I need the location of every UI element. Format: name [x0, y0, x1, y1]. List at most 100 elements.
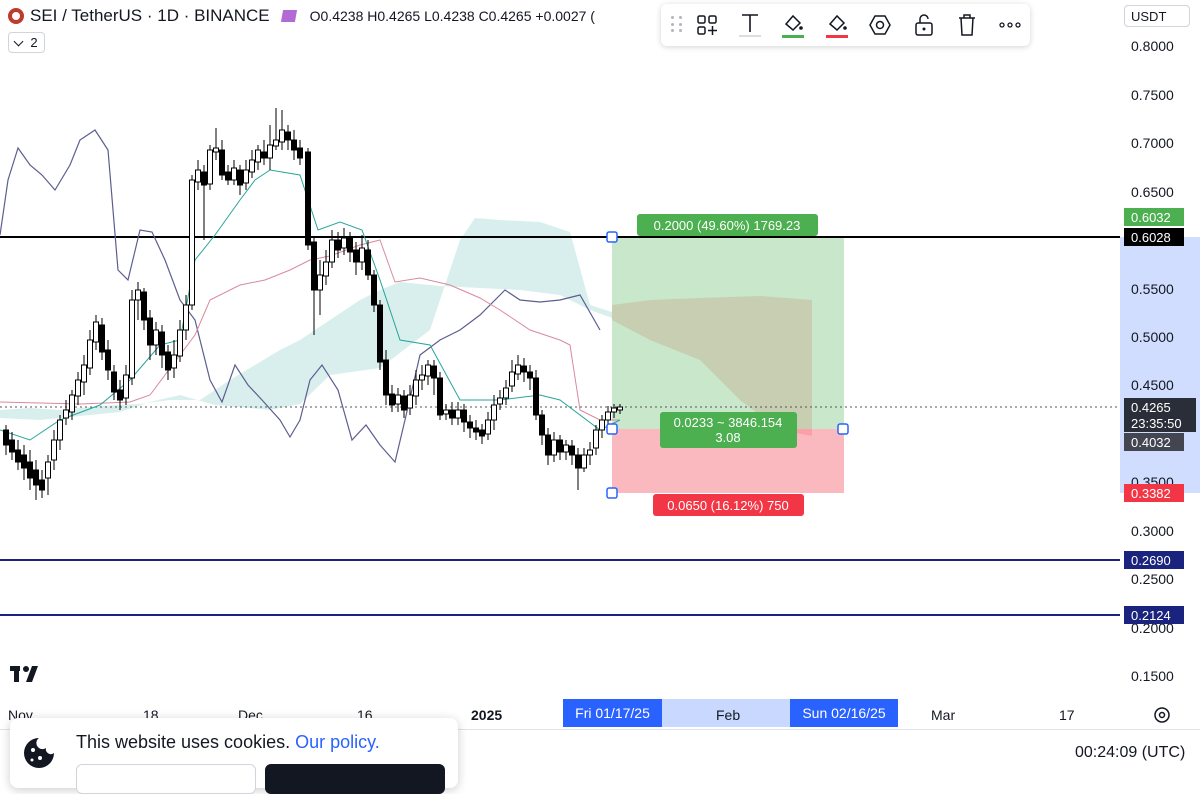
entry-handle-right[interactable]: [837, 423, 849, 435]
candle-body: [593, 429, 599, 449]
entry-handle-left[interactable]: [606, 423, 618, 435]
candle-body: [15, 449, 21, 463]
candle-body: [249, 159, 255, 173]
price-tick: 0.1500: [1131, 668, 1174, 684]
candle-body: [57, 419, 63, 441]
candle-body: [189, 179, 195, 306]
price-tick: 0.8000: [1131, 38, 1174, 54]
price-tick: 0.4500: [1131, 377, 1174, 393]
indicators-toggle[interactable]: 2: [8, 32, 45, 53]
price-label-support2-bg: [1124, 606, 1184, 624]
candle-body: [401, 395, 407, 411]
candle-body: [455, 409, 461, 419]
price-label-entry: 0.4032: [1131, 435, 1171, 450]
candle-body: [195, 169, 201, 183]
candle-body: [87, 339, 93, 369]
candle-body: [237, 169, 243, 186]
candle-body: [443, 409, 449, 415]
price-label-support1-bg: [1124, 551, 1184, 569]
candle-body: [323, 261, 329, 277]
price-label-support2: 0.2124: [1131, 608, 1171, 623]
candle-body: [599, 419, 605, 431]
range-start-label[interactable]: Fri 01/17/25: [563, 699, 662, 727]
candle-body: [341, 237, 347, 249]
candle-body: [437, 377, 443, 416]
utc-clock[interactable]: 00:24:09 (UTC): [1075, 744, 1186, 761]
candle-body: [335, 239, 341, 251]
indicator-count: 2: [30, 35, 38, 50]
divider: [0, 729, 1200, 730]
stop-handle[interactable]: [606, 487, 618, 499]
cookie-banner: This website uses cookies. Our policy.: [10, 718, 458, 794]
target-zone[interactable]: [612, 237, 844, 429]
add-template-icon: [696, 15, 717, 35]
entry-label-2: 3.08: [715, 430, 740, 445]
fill-color-button[interactable]: [774, 8, 813, 42]
candle-body: [105, 349, 111, 371]
axis-settings-icon[interactable]: [1154, 707, 1170, 723]
price-chart[interactable]: 0.2000 (49.60%) 1769.23 0.0233 ~ 3846.15…: [0, 0, 1200, 772]
candle-body: [123, 374, 129, 399]
line-color-button[interactable]: [817, 8, 856, 42]
candle-body: [207, 149, 213, 185]
candle-body: [353, 249, 359, 263]
candle-body: [231, 167, 237, 181]
candle-body: [359, 247, 365, 263]
trash-icon: [958, 14, 975, 36]
add-template-button[interactable]: [687, 8, 726, 42]
candle-body: [461, 409, 467, 423]
candle-body: [69, 394, 75, 413]
candle-body: [225, 171, 231, 181]
time-tick-year: 2025: [471, 707, 502, 723]
candle-body: [3, 429, 9, 446]
candle-body: [81, 364, 87, 383]
candlestick-series[interactable]: [3, 108, 623, 500]
candle-body: [563, 444, 569, 453]
flag-icon[interactable]: [280, 10, 297, 22]
candle-body: [33, 469, 39, 486]
ohlc-values: O0.4238 H0.4265 L0.4238 C0.4265 +0.0027 …: [309, 8, 595, 24]
settings-button[interactable]: [861, 8, 900, 42]
price-label-current: 0.4265: [1131, 400, 1171, 415]
candle-body: [21, 454, 27, 469]
lock-button[interactable]: [904, 8, 943, 42]
candle-body: [473, 427, 479, 433]
candle-body: [389, 393, 395, 406]
candle-body: [419, 374, 425, 381]
candle-body: [99, 324, 105, 353]
fill-color-icon: [782, 14, 805, 38]
text-button[interactable]: [730, 8, 769, 42]
price-label-resistance: 0.6028: [1131, 230, 1171, 245]
price-tick: 0.5500: [1131, 281, 1174, 297]
cookie-accept-button[interactable]: [265, 764, 445, 794]
candle-body: [539, 414, 545, 436]
more-button[interactable]: [991, 8, 1030, 42]
symbol-title[interactable]: SEI / TetherUS · 1D · BINANCE: [30, 6, 270, 25]
time-tick: 17: [1059, 707, 1075, 723]
cookie-manage-button[interactable]: [76, 764, 256, 794]
candle-body: [527, 371, 533, 379]
price-label-target: 0.6032: [1131, 210, 1171, 225]
delete-button[interactable]: [947, 8, 986, 42]
candle-body: [587, 449, 593, 456]
candle-body: [153, 329, 159, 346]
price-label-current-bg: [1124, 398, 1196, 432]
countdown-label: 23:35:50: [1131, 416, 1182, 431]
price-tick: 0.6500: [1131, 184, 1174, 200]
currency-selector[interactable]: USDT: [1124, 5, 1190, 27]
entry-label-1: 0.0233 ~ 3846.154: [674, 415, 783, 430]
candle-body: [297, 147, 303, 159]
candle-body: [521, 365, 527, 373]
candle-body: [515, 364, 521, 375]
time-tick: Feb: [716, 707, 740, 723]
candle-body: [63, 409, 69, 419]
cookie-policy-link[interactable]: Our policy.: [295, 732, 380, 752]
candle-body: [177, 329, 183, 357]
drag-handle-icon[interactable]: [671, 16, 683, 34]
price-tick: 0.5000: [1131, 329, 1174, 345]
range-end-label[interactable]: Sun 02/16/25: [790, 699, 898, 727]
price-label-stop-bg: [1124, 484, 1184, 502]
target-handle[interactable]: [606, 231, 618, 243]
candle-body: [509, 371, 515, 387]
candle-body: [147, 317, 153, 346]
